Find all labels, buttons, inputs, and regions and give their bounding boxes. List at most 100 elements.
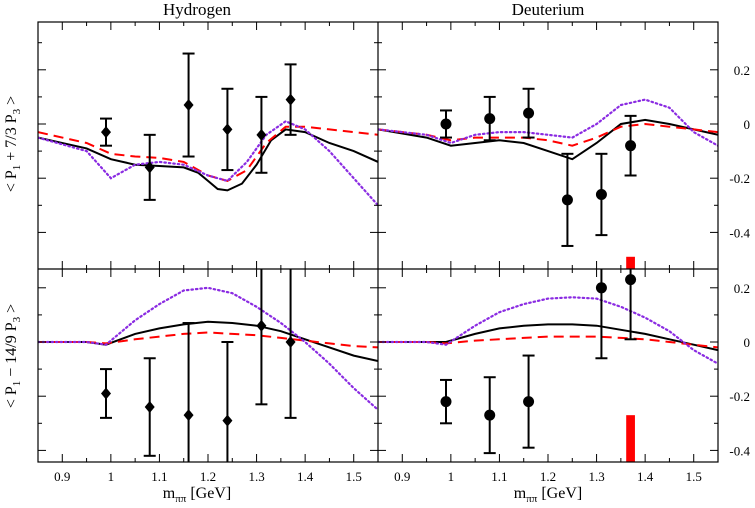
x-axis-title-right: mππ [GeV] bbox=[514, 485, 582, 505]
data-point-diamond bbox=[222, 414, 233, 427]
x-axis-title-left: mππ [GeV] bbox=[163, 485, 231, 505]
systematic-bar bbox=[102, 506, 111, 507]
x-axis-subscript: ππ bbox=[526, 493, 538, 505]
model-curve-dashed bbox=[38, 125, 378, 182]
data-point-diamond bbox=[183, 99, 194, 112]
y-axis-title-bottom: < P1 − 14/9 P3 > bbox=[3, 304, 23, 408]
x-tick-label: 1.3 bbox=[588, 469, 604, 484]
y-tick-label: -0.2 bbox=[729, 171, 750, 186]
panel-content bbox=[378, 87, 718, 317]
systematic-bar bbox=[485, 496, 494, 497]
y-tick-label: 0 bbox=[744, 335, 751, 350]
data-point-circle bbox=[625, 274, 637, 286]
y-label-post: > bbox=[3, 96, 20, 109]
x-tick-label: 1.4 bbox=[637, 469, 654, 484]
model-curve-dotted bbox=[378, 296, 718, 365]
column-title-hydrogen: Hydrogen bbox=[163, 0, 231, 19]
y-tick-label: 0 bbox=[744, 117, 751, 132]
y-label-post: > bbox=[3, 304, 20, 317]
panel-hydrogen-top bbox=[38, 22, 378, 300]
data-point-circle bbox=[595, 188, 607, 200]
systematic-bar bbox=[184, 296, 193, 297]
frames-layer bbox=[37, 21, 719, 463]
y-tick-label: 0.2 bbox=[734, 281, 750, 296]
panel-content bbox=[378, 269, 718, 500]
systematic-bar bbox=[524, 314, 533, 315]
data-point-diamond bbox=[144, 161, 155, 174]
model-curve-dotted bbox=[38, 120, 378, 207]
y-tick-label: -0.4 bbox=[729, 443, 750, 458]
systematic-bar bbox=[626, 415, 635, 462]
panel-content bbox=[38, 269, 378, 507]
data-point-diamond bbox=[101, 126, 111, 139]
model-curve-solid bbox=[378, 118, 718, 161]
data-point-diamond bbox=[222, 123, 233, 136]
data-point-diamond bbox=[256, 128, 267, 141]
data-point-diamond bbox=[256, 319, 267, 332]
model-curve-dotted bbox=[378, 98, 718, 147]
data-point-diamond bbox=[285, 93, 296, 106]
panel-ticks bbox=[38, 22, 378, 269]
data-point-circle bbox=[561, 194, 573, 206]
panel-content bbox=[38, 52, 378, 300]
x-tick-label: 1 bbox=[108, 469, 115, 484]
x-axis-subscript: ππ bbox=[175, 493, 187, 505]
data-point-diamond bbox=[183, 409, 194, 422]
y-axis-title-top: < P1 + 7/3 P3 > bbox=[3, 96, 23, 192]
systematic-bar bbox=[563, 311, 572, 312]
panel-ticks bbox=[378, 269, 718, 462]
panel-hydrogen-bottom bbox=[38, 269, 378, 507]
data-point-diamond bbox=[101, 387, 111, 400]
data-point-circle bbox=[625, 140, 637, 152]
data-point-diamond bbox=[285, 336, 296, 348]
systematic-bar bbox=[223, 297, 232, 298]
y-tick-label: -0.4 bbox=[729, 225, 750, 240]
y-tick-label: 0.2 bbox=[734, 63, 750, 78]
panel-deuterium-bottom bbox=[378, 269, 718, 500]
data-point-circle bbox=[523, 396, 535, 408]
x-tick-label: 1.5 bbox=[346, 469, 362, 484]
data-point-diamond bbox=[144, 401, 155, 414]
model-curve-dashed bbox=[378, 335, 718, 349]
panel-deuterium-top bbox=[378, 22, 718, 317]
x-tick-label: 1.3 bbox=[248, 469, 264, 484]
x-tick-label: 0.9 bbox=[54, 469, 70, 484]
y-label-pre: < P bbox=[3, 386, 20, 408]
x-tick-label: 1 bbox=[448, 469, 455, 484]
x-tick-label: 1.2 bbox=[540, 469, 556, 484]
data-point-circle bbox=[484, 409, 496, 421]
y-label-sub1: 1 bbox=[11, 381, 23, 387]
x-tick-label: 1.4 bbox=[297, 469, 314, 484]
x-axis-symbol: m bbox=[163, 485, 176, 502]
x-tick-label: 0.9 bbox=[394, 469, 410, 484]
model-curve-solid bbox=[38, 128, 378, 192]
systematic-bar bbox=[102, 299, 111, 300]
data-point-circle bbox=[523, 107, 535, 119]
model-curve-dashed bbox=[378, 122, 718, 147]
systematic-bar bbox=[626, 256, 635, 269]
y-label-mid: + 7/3 P bbox=[3, 114, 20, 164]
x-axis-symbol: m bbox=[514, 485, 527, 502]
model-curve-dashed bbox=[38, 331, 378, 349]
y-label-sub1: 1 bbox=[11, 165, 23, 171]
data-point-circle bbox=[440, 396, 452, 408]
systematic-bar bbox=[597, 499, 606, 500]
x-tick-label: 1.1 bbox=[491, 469, 507, 484]
tick-labels: 0.9 1 1.1 1.2 1.3 1.4 1.5 0.9 1 1.1 1.2 1.3 1.4 1.5 0.… bbox=[54, 63, 750, 484]
y-tick-label: -0.2 bbox=[729, 389, 750, 404]
column-title-deuterium: Deuterium bbox=[512, 0, 585, 19]
x-tick-label: 1.2 bbox=[200, 469, 216, 484]
y-label-sub2: 3 bbox=[11, 108, 23, 114]
x-tick-label: 1.1 bbox=[151, 469, 167, 484]
panel-ticks bbox=[378, 22, 718, 269]
y-label-mid: − 14/9 P bbox=[3, 322, 20, 380]
data-point-circle bbox=[484, 113, 496, 125]
x-axis-unit: [GeV] bbox=[537, 485, 582, 502]
systematic-bar bbox=[442, 316, 451, 317]
model-curve-solid bbox=[378, 323, 718, 352]
data-point-circle bbox=[440, 118, 452, 130]
systematic-bar bbox=[145, 296, 154, 297]
y-label-sub2: 3 bbox=[11, 316, 23, 322]
data-point-circle bbox=[595, 282, 607, 294]
